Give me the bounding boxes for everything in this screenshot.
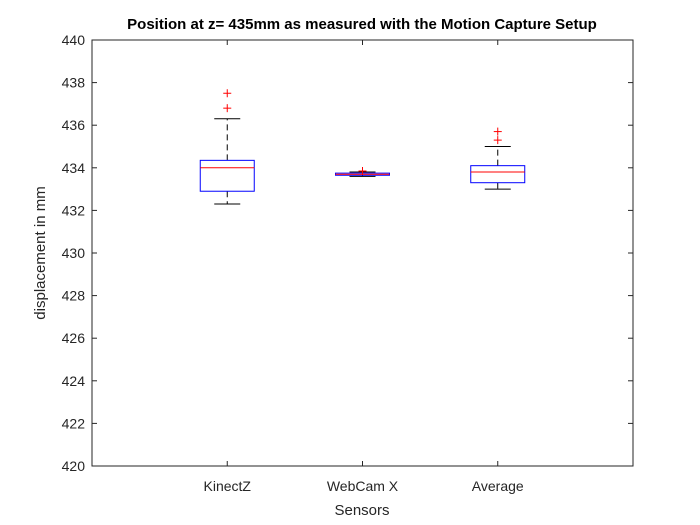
outlier-marker — [358, 166, 367, 175]
y-tick-label: 422 — [62, 415, 86, 431]
outlier-marker — [493, 136, 502, 145]
y-tick-label: 434 — [62, 160, 86, 176]
y-tick-label: 428 — [62, 288, 86, 304]
y-axis: 420 422 424 426 428 430 432 434 436 438 440 — [62, 32, 633, 474]
y-tick-label: 426 — [62, 330, 86, 346]
x-axis: KinectZ WebCam X Average — [204, 40, 524, 494]
box-iqr — [199, 159, 255, 192]
outlier-marker — [223, 104, 232, 113]
plot-group — [199, 89, 526, 205]
x-tick-label: KinectZ — [204, 478, 252, 494]
boxplot-average — [470, 127, 526, 190]
y-tick-label: 436 — [62, 117, 86, 133]
x-axis-label: Sensors — [334, 502, 389, 519]
boxplot-kinectz — [199, 89, 255, 205]
y-axis-label: displacement in mm — [32, 186, 49, 319]
boxplot-webcam-x — [335, 166, 390, 177]
y-tick-label: 420 — [62, 458, 86, 474]
outlier-marker — [223, 89, 232, 98]
y-tick-label: 440 — [62, 32, 86, 48]
x-tick-label: Average — [472, 478, 524, 494]
plot-area — [92, 40, 633, 466]
y-tick-label: 430 — [62, 245, 86, 261]
y-tick-label: 432 — [62, 202, 86, 218]
box-iqr — [470, 165, 526, 184]
y-tick-label: 438 — [62, 75, 86, 91]
outlier-marker — [493, 127, 502, 136]
x-tick-label: WebCam X — [327, 478, 399, 494]
y-tick-label: 424 — [62, 373, 86, 389]
chart-title: Position at z= 435mm as measured with th… — [127, 16, 597, 33]
